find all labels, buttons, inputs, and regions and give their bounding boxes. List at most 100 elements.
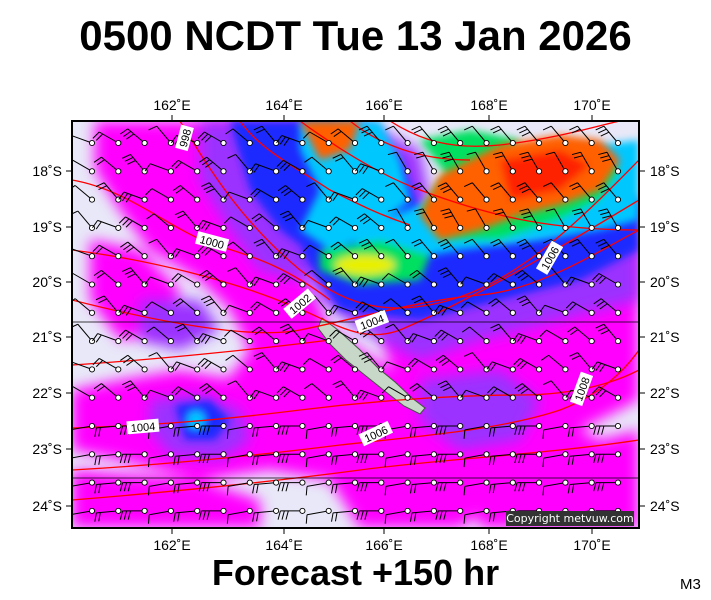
wind-barb [592,386,622,401]
wind-barb [591,361,622,373]
wind-barb [173,507,201,522]
wind-barb [119,479,148,492]
lon-label: 168˚E [470,97,507,113]
wind-barb [277,507,306,520]
wind-barb [460,276,490,288]
wind-barb [514,451,543,464]
wind-barb [331,507,359,522]
wind-barb [72,210,96,231]
map-frame [71,120,640,529]
wind-barb [385,125,411,147]
wind-barb [593,422,622,435]
wind-barb [305,451,332,468]
wind-barb [118,304,148,316]
wind-barb [593,479,622,492]
wind-barb [197,131,227,147]
wind-barb [435,451,464,464]
wind-barb [95,182,122,203]
wind-barb [330,128,359,147]
wind-barb [328,304,359,316]
wind-barb [93,383,122,401]
wind-barb [513,357,543,373]
wind-barb [174,210,201,231]
wind-barb [355,389,385,401]
wind-barb [435,422,464,435]
wind-barb [302,244,332,260]
wind-barb [514,422,543,435]
wind-barb [411,238,437,260]
copyright-text: Copyright metvuw.com [506,512,634,525]
wind-barb [488,479,516,494]
wind-barb [92,357,122,373]
wind-barb [226,451,253,468]
wind-barb [409,451,437,466]
wind-barb [408,357,437,373]
wind-barb [542,479,569,496]
wind-barb [172,185,201,203]
wind-barb [437,238,464,260]
wind-barb [226,507,253,524]
wind-barb [460,389,490,401]
wind-barb [224,329,253,345]
wind-barb [593,298,622,316]
wind-barb [92,131,122,147]
wind-barb [460,301,490,316]
wind-barb [72,298,96,316]
wind-barb [146,326,174,345]
wind-barb [198,269,227,288]
wind-barb [302,219,332,231]
wind-barb [170,361,201,373]
wind-barb [463,507,490,524]
wind-barb [225,128,253,147]
wind-barb [226,422,253,439]
wind-barb [94,479,122,494]
wind-barb [331,479,359,494]
wind-barb [332,153,359,175]
wind-barb [171,273,201,288]
wind-barb [249,163,280,175]
wind-barb [435,507,464,520]
wind-barb [516,295,543,316]
wind-barb [72,159,96,175]
wind-barb [277,185,306,203]
wind-barb [356,507,385,520]
wind-barb [519,208,543,231]
wind-barb [173,451,201,466]
wind-barb [595,323,622,345]
wind-barb [198,156,227,175]
wind-barb [414,208,437,231]
latitude-labels-right: 18˚S 19˚S 20˚S 21˚S 22˚S 23˚S 24˚S [650,163,680,514]
wind-barb [302,131,332,147]
wind-barb [171,159,201,175]
lat-label: 18˚S [650,163,680,179]
wind-barb [598,151,622,175]
wind-barb [414,151,437,175]
lat-label: 22˚S [32,385,62,401]
lat-label: 23˚S [650,441,680,457]
wind-barb [387,208,411,231]
wind-barb [409,269,437,288]
wind-barb [466,208,490,231]
wind-barb [226,479,253,496]
wind-barb [276,135,306,147]
wind-barb [305,507,332,524]
wind-barb [514,383,543,401]
wind-barb [463,479,490,496]
wind-barb [384,507,411,524]
wind-barb [92,244,122,260]
wind-barb [197,333,227,345]
wind-barb [72,451,96,459]
wind-barb [331,451,359,466]
wind-barb [466,151,490,175]
wind-barb [539,329,569,345]
wind-barb [411,125,437,147]
wind-barb [385,182,411,203]
wind-barb [356,451,385,464]
wind-barb [249,389,280,401]
wind-barb [384,479,411,496]
wind-barb [437,380,464,401]
wind-barb [435,354,464,373]
wind-barb [304,383,332,401]
wind-orange-core [300,121,620,240]
wind-barb [329,216,359,231]
